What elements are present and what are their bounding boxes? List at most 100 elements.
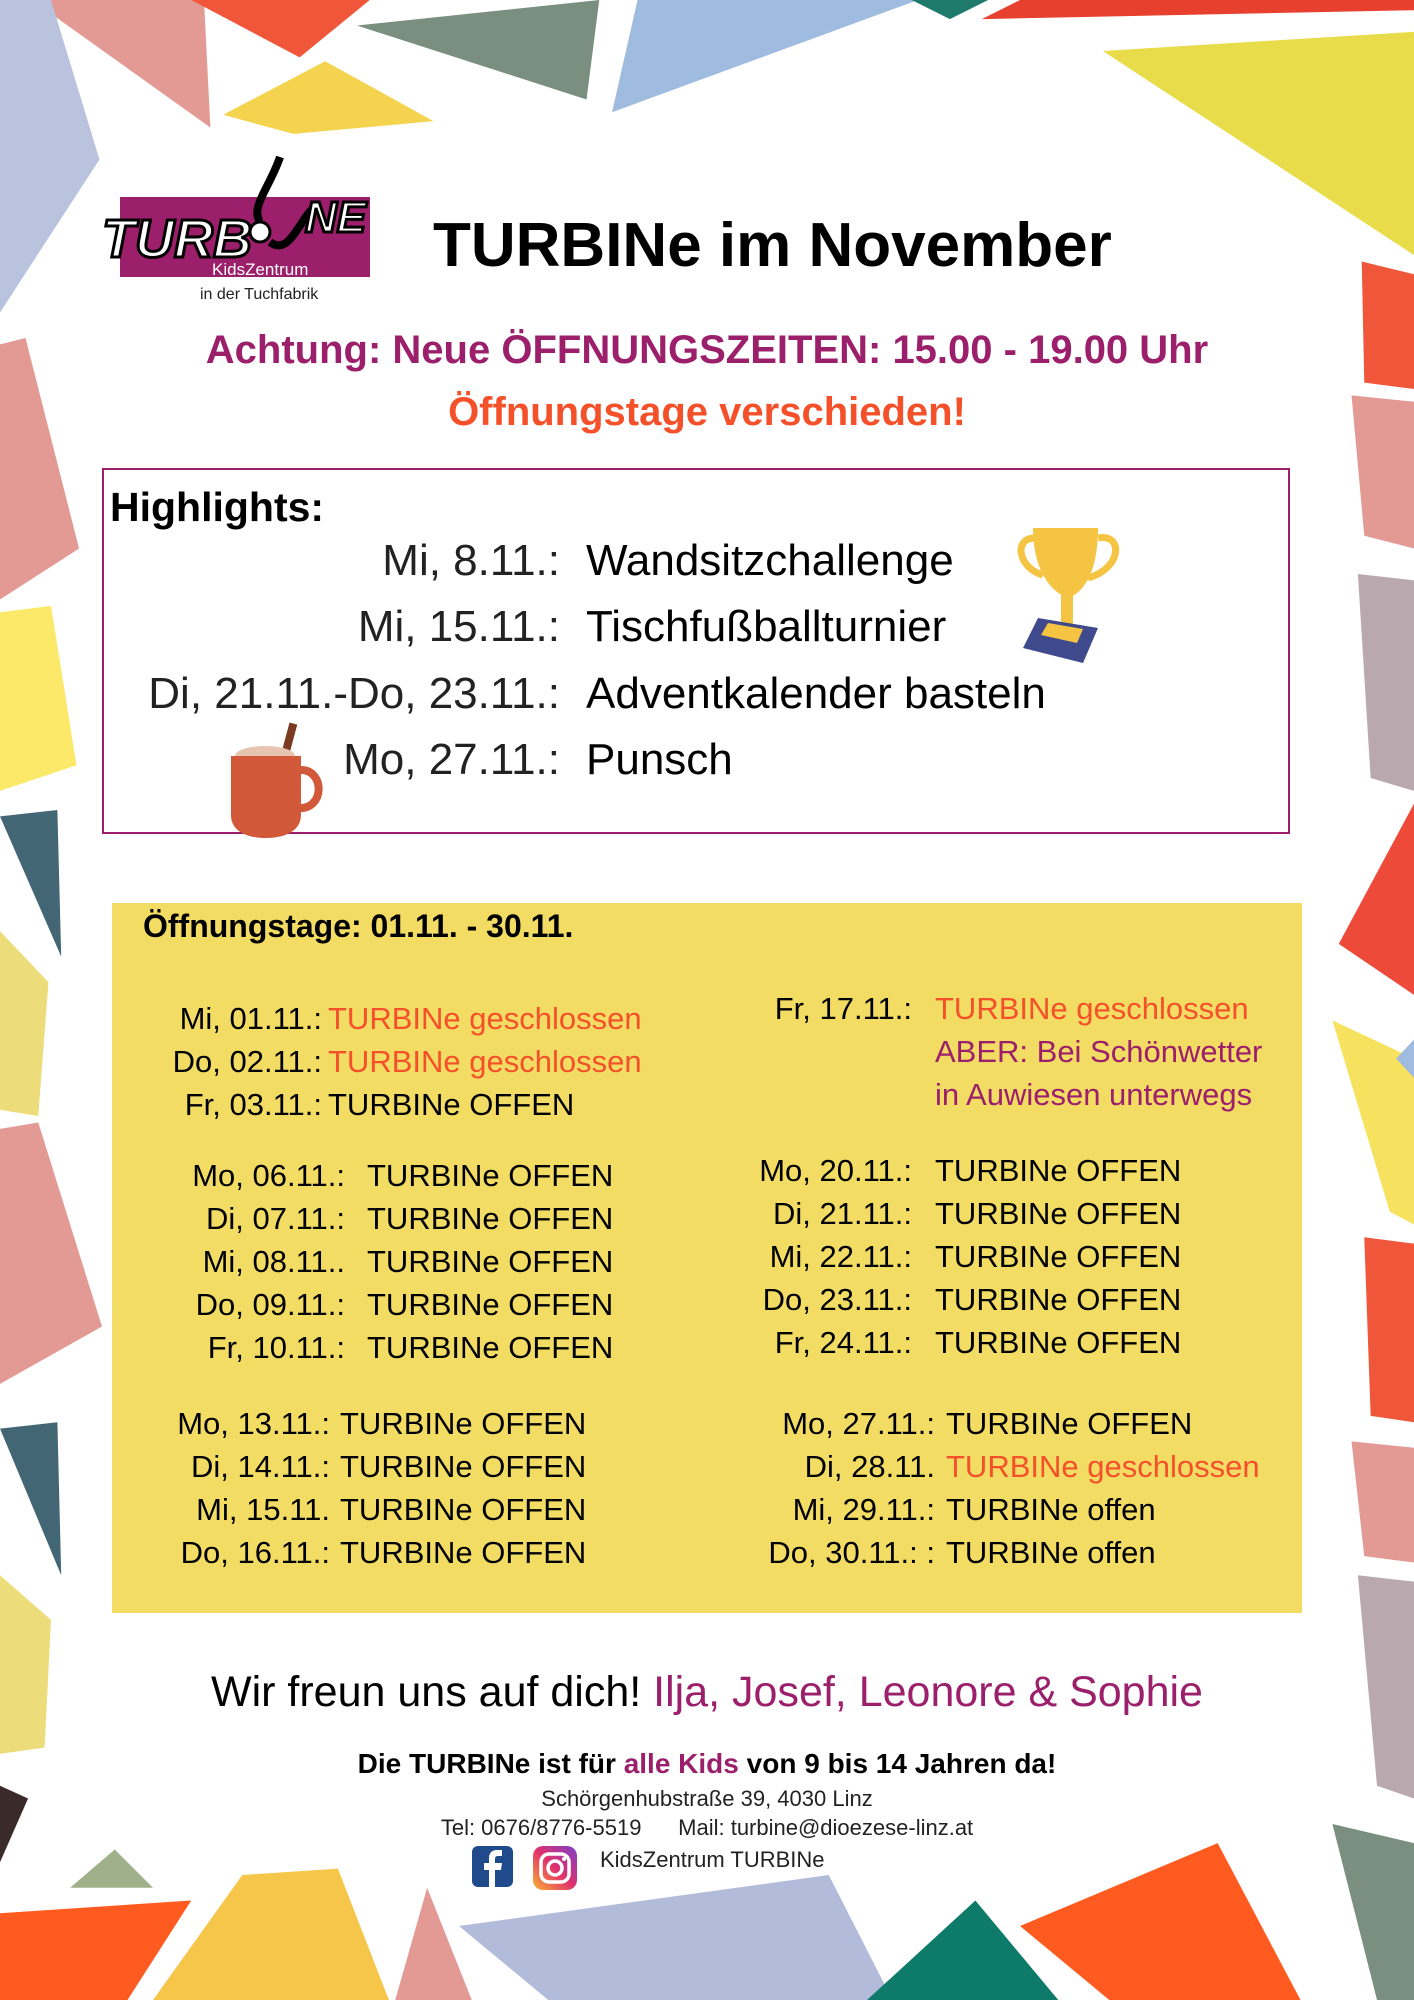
schedule-date: Do, 02.11.: [172,1044,322,1079]
schedule-date: Mo, 20.11.: [759,1153,912,1188]
team-names: Ilja, Josef, Leonore & Sophie [653,1668,1203,1716]
instagram-icon[interactable] [533,1846,577,1890]
schedule-row: Mi, 22.11.: TURBINe OFFEN [0,1239,1414,1279]
status-open: TURBINe OFFEN [367,1158,614,1193]
status-open: TURBINe offen [946,1492,1156,1527]
schedule-date: Di, 14.11.: [190,1449,330,1484]
highlight-event: Wandsitzchallenge [586,536,954,585]
highlight-event: Tischfußballturnier [586,602,947,651]
schedule-date: Mi, 29.11.: [792,1492,935,1527]
page-title: TURBINe im November [433,211,1112,280]
status-open: TURBINe OFFEN [367,1244,614,1279]
schedule-date: Di, 21.11.: [772,1196,912,1231]
schedule-row: Mo, 27.11.: TURBINe OFFEN [0,1406,1414,1446]
status-open: TURBINe OFFEN [946,1406,1193,1441]
trophy-icon [1017,528,1119,663]
status-open: TURBINe OFFEN [935,1325,1182,1360]
status-open: TURBINe OFFEN [340,1449,587,1484]
schedule-row: Do, 16.11.: TURBINe OFFEN [0,1535,1414,1575]
status-closed: TURBINe geschlossen [946,1449,1260,1484]
schedule-date: Mo, 06.11.: [192,1158,345,1193]
highlight-date: Di, 21.11.-Do, 23.11.: [148,669,560,718]
schedule-row: Mo, 06.11.: TURBINe OFFEN [0,1158,1414,1198]
email-link[interactable]: Mail: turbine@dioezese-linz.at [678,1815,974,1840]
highlight-date: Mi, 15.11.: [357,602,560,651]
schedule-date: Mi, 15.11. [196,1492,330,1527]
status-open: TURBINe OFFEN [367,1287,614,1322]
schedule-date: Fr, 24.11.: [774,1325,912,1360]
schedule-row: Do, 02.11.: TURBINe geschlossen [0,1044,1414,1084]
status-open: TURBINe OFFEN [340,1535,587,1570]
status-open: TURBINe OFFEN [935,1282,1182,1317]
opening-days-heading: Öffnungstage: 01.11. - 30.11. [143,908,574,944]
schedule-row: Mi, 01.11.: TURBINe geschlossen [0,1001,1414,1041]
schedule-date: Mi, 01.11.: [179,1001,322,1036]
schedule-row: Fr, 10.11.: TURBINe OFFEN [0,1330,1414,1370]
status-open: TURBINe OFFEN [935,1239,1182,1274]
schedule-date: Do, 09.11.: [195,1287,345,1322]
status-closed: TURBINe geschlossen [328,1044,642,1079]
opening-hours-notice: Achtung: Neue ÖFFNUNGSZEITEN: 15.00 - 19… [205,328,1209,372]
address: Schörgenhubstraße 39, 4030 Linz [541,1786,873,1811]
status-open: TURBINe OFFEN [367,1330,614,1365]
schedule-row: Di, 07.11.: TURBINe OFFEN [0,1201,1414,1241]
highlight-event: Adventkalender basteln [586,669,1046,718]
schedule-date: Do, 23.11.: [762,1282,912,1317]
schedule-row: Di, 28.11. TURBINe geschlossen [0,1449,1414,1489]
turbine-logo: TURB NE KidsZentrum in der Tuchfabrik [101,155,370,303]
schedule-date: Di, 07.11.: [205,1201,345,1236]
age-info-highlight: alle Kids [623,1748,739,1779]
thanks-line: Wir freun uns auf dich! Ilja, Josef, Leo… [0,1668,1414,1717]
schedule-row: Mi, 08.11.. TURBINe OFFEN [0,1244,1414,1284]
highlights-heading: Highlights: [110,484,325,530]
social-handle[interactable]: KidsZentrum TURBINe [600,1847,825,1872]
status-open: TURBINe OFFEN [328,1087,575,1122]
highlight-date: Mi, 8.11.: [382,536,560,585]
schedule-date: Do, 16.11.: [180,1535,330,1570]
status-open: TURBINe OFFEN [340,1406,587,1441]
highlight-event: Punsch [586,735,733,784]
schedule-row: Do, 23.11.: TURBINe OFFEN [0,1282,1414,1322]
schedule-date: Di, 28.11. [804,1449,935,1484]
age-info-text: Die TURBINe ist für [357,1748,624,1779]
schedule-row: Mo, 20.11.: TURBINe OFFEN [0,1153,1414,1193]
status-closed: TURBINe geschlossen [935,991,1249,1026]
schedule-note: ABER: Bei Schönwetter [935,1034,1263,1069]
schedule-row: Mi, 29.11.: TURBINe offen [0,1492,1414,1532]
schedule-row: Do, 09.11.: TURBINe OFFEN [0,1287,1414,1327]
hot-drink-mug-icon [231,722,323,838]
schedule-row: Mi, 15.11. TURBINe OFFEN [0,1492,1414,1532]
status-open: TURBINe offen [946,1535,1156,1570]
highlight-date: Mo, 27.11.: [343,735,560,784]
svg-text:NE: NE [305,193,368,242]
schedule-row: Fr, 17.11.: TURBINe geschlossen ABER: Bei … [0,991,1414,1112]
schedule-row: Mo, 13.11.: TURBINe OFFEN [0,1406,1414,1446]
status-open: TURBINe OFFEN [340,1492,587,1527]
schedule-row: Di, 21.11.: TURBINe OFFEN [0,1196,1414,1236]
highlights-box [102,468,1290,834]
schedule-date: Mo, 13.11.: [177,1406,330,1441]
svg-text:in der Tuchfabrik: in der Tuchfabrik [200,286,319,303]
schedule-row: Fr, 24.11.: TURBINe OFFEN [0,1325,1414,1365]
status-open: TURBINe OFFEN [935,1196,1182,1231]
status-closed: TURBINe geschlossen [328,1001,642,1036]
opening-days-notice: Öffnungstage verschieden! [448,390,966,434]
opening-days-box [112,903,1302,1613]
facebook-icon[interactable] [472,1846,513,1887]
schedule-date: Fr, 03.11.: [184,1087,322,1122]
contact-line: Tel: 0676/8776-5519 Mail: turbine@dioeze… [0,1815,1414,1841]
schedule-date: Mi, 08.11.. [202,1244,345,1279]
schedule-date: Mi, 22.11.: [769,1239,912,1274]
status-open: TURBINe OFFEN [367,1201,614,1236]
age-info: Die TURBINe ist für alle Kids von 9 bis … [0,1748,1414,1780]
schedule-date: Fr, 10.11.: [207,1330,345,1365]
status-open: TURBINe OFFEN [935,1153,1182,1188]
thanks-text: Wir freun uns auf dich! [211,1668,642,1716]
schedule-date: Fr, 17.11.: [774,991,912,1026]
age-info-text: von 9 bis 14 Jahren da! [738,1748,1057,1779]
schedule-row: Fr, 03.11.: TURBINe OFFEN [0,1087,1414,1127]
svg-text:KidsZentrum: KidsZentrum [212,260,308,279]
schedule-row: Do, 30.11.: : TURBINe offen [0,1535,1414,1575]
schedule-date: Mo, 27.11.: [782,1406,935,1441]
